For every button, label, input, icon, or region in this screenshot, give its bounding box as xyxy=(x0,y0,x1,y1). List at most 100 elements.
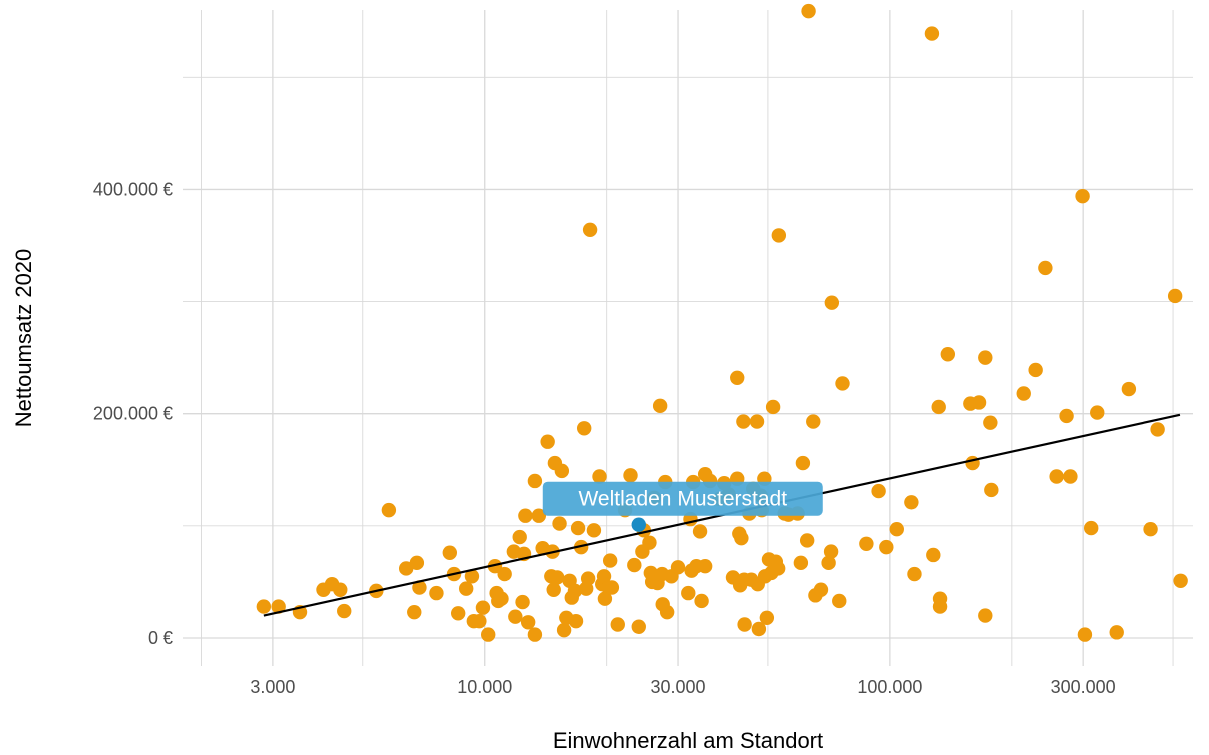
data-point xyxy=(508,609,523,624)
x-tick-label: 3.000 xyxy=(250,677,295,697)
data-point xyxy=(1077,627,1093,642)
data-point xyxy=(694,593,709,609)
x-tick-label: 30.000 xyxy=(650,677,705,697)
data-point xyxy=(494,591,509,606)
data-point xyxy=(681,585,696,601)
data-point xyxy=(602,553,618,568)
data-point xyxy=(570,520,586,536)
data-point xyxy=(823,544,839,559)
data-points xyxy=(256,3,1188,642)
data-point xyxy=(580,571,596,586)
x-tick-label: 100.000 xyxy=(857,677,922,697)
data-point xyxy=(730,370,745,386)
data-point xyxy=(481,627,496,642)
data-point xyxy=(627,557,642,573)
data-point xyxy=(734,530,749,546)
data-point xyxy=(879,539,894,555)
data-point xyxy=(631,619,646,634)
data-point xyxy=(652,398,668,414)
data-point xyxy=(793,555,809,571)
y-axis-title: Nettoumsatz 2020 xyxy=(11,249,36,428)
data-point xyxy=(859,536,874,551)
data-point xyxy=(1049,469,1064,484)
data-point xyxy=(604,580,620,595)
data-point xyxy=(520,615,536,630)
data-point xyxy=(759,610,775,625)
data-point xyxy=(736,414,751,429)
data-point xyxy=(337,603,352,619)
data-point xyxy=(821,555,836,571)
data-point xyxy=(1084,520,1099,536)
data-point xyxy=(515,594,530,610)
data-point xyxy=(940,347,956,362)
data-point xyxy=(512,529,527,545)
major-gridlines xyxy=(183,10,1193,666)
data-point xyxy=(1109,625,1124,640)
data-point xyxy=(475,600,491,615)
data-point xyxy=(610,617,625,632)
data-point xyxy=(623,468,638,483)
y-axis-tick-labels: 0 € 200.000 € 400.000 € xyxy=(93,179,173,648)
data-point xyxy=(907,566,922,582)
data-point xyxy=(554,463,570,479)
data-point xyxy=(442,545,458,560)
data-point xyxy=(832,593,847,609)
data-point xyxy=(904,495,919,510)
data-point xyxy=(552,516,567,531)
data-point xyxy=(931,399,946,415)
data-point xyxy=(1063,469,1078,484)
data-point xyxy=(971,395,987,410)
y-tick-label: 400.000 € xyxy=(93,179,173,199)
data-point xyxy=(765,399,781,415)
data-point xyxy=(540,434,555,449)
highlight-group: Weltladen Musterstadt xyxy=(542,481,823,532)
data-point xyxy=(770,561,786,576)
data-point xyxy=(659,604,675,620)
data-point xyxy=(256,599,272,614)
data-point xyxy=(771,228,787,243)
data-point xyxy=(813,582,829,597)
data-point xyxy=(984,482,999,498)
data-point xyxy=(582,222,598,237)
data-point xyxy=(978,350,993,365)
data-point xyxy=(799,533,815,548)
data-point xyxy=(586,523,602,538)
data-point xyxy=(1075,188,1090,204)
data-point xyxy=(751,621,767,637)
data-point xyxy=(983,415,998,430)
data-point xyxy=(531,508,547,523)
y-tick-label: 200.000 € xyxy=(93,404,173,424)
data-point xyxy=(381,502,397,518)
data-point xyxy=(546,582,561,597)
data-point xyxy=(692,524,708,539)
data-point xyxy=(497,566,512,582)
data-point xyxy=(1016,386,1031,401)
data-point xyxy=(1038,260,1053,276)
data-point xyxy=(472,613,487,629)
data-point xyxy=(670,560,686,575)
x-tick-label: 300.000 xyxy=(1051,677,1116,697)
highlight-label: Weltladen Musterstadt xyxy=(578,488,787,511)
data-point xyxy=(889,521,904,537)
data-point xyxy=(567,583,583,599)
data-point xyxy=(1028,362,1043,378)
data-point xyxy=(450,606,466,621)
data-point xyxy=(592,469,607,484)
data-point xyxy=(737,617,752,632)
data-point xyxy=(429,585,444,601)
data-point xyxy=(1173,573,1188,588)
x-tick-label: 10.000 xyxy=(457,677,512,697)
x-axis-tick-labels: 3.000 10.000 30.000 100.000 300.000 xyxy=(250,677,1115,697)
data-point xyxy=(596,569,612,584)
data-point xyxy=(1143,521,1158,537)
data-point xyxy=(835,376,850,391)
data-point xyxy=(550,570,565,585)
data-point xyxy=(924,26,940,41)
data-point xyxy=(697,558,713,574)
data-point xyxy=(749,414,765,429)
minor-gridlines xyxy=(183,10,1193,666)
data-point xyxy=(824,295,840,310)
data-point xyxy=(1167,288,1183,304)
highlight-point xyxy=(631,517,646,532)
data-point xyxy=(1059,408,1074,424)
